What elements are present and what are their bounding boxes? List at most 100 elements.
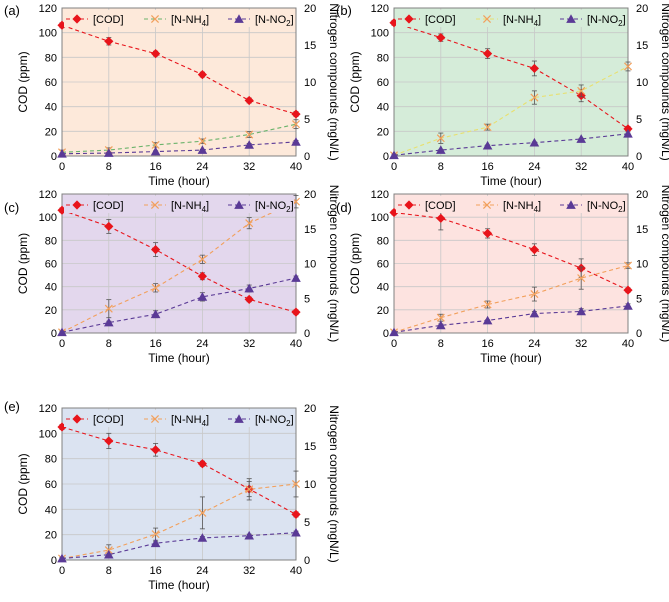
data-point-no2 xyxy=(576,306,586,316)
data-point-no2 xyxy=(150,538,161,548)
data-point-cod xyxy=(151,49,161,59)
y-left-tick-label: 20 xyxy=(45,530,57,542)
y-right-tick-label: 20 xyxy=(636,3,648,15)
series-line-cod xyxy=(393,211,629,291)
series-line-nh4 xyxy=(61,201,297,333)
legend-marker-no2 xyxy=(234,414,244,423)
y-right-tick-label: 15 xyxy=(636,40,648,52)
data-point-no2 xyxy=(482,140,493,150)
x-tick-label: 40 xyxy=(622,161,634,173)
y-left-tick-label: 20 xyxy=(377,126,389,138)
legend-label-prefix: [N-NO xyxy=(587,200,619,212)
legend-label-subscript: 4 xyxy=(534,19,539,28)
x-tick-label: 32 xyxy=(243,338,255,350)
data-point-no2 xyxy=(291,137,301,146)
data-point-nh4 xyxy=(530,93,539,102)
series-line-no2 xyxy=(61,277,297,333)
x-tick-label: 0 xyxy=(59,565,65,577)
data-point-no2 xyxy=(197,292,208,301)
legend-label-nh4: [N-NH4] xyxy=(171,414,209,428)
series-line-cod xyxy=(61,24,297,115)
y-left-tick-label: 20 xyxy=(377,305,389,317)
y-left-tick-label: 0 xyxy=(51,328,57,340)
data-point-nh4-stroke-b xyxy=(151,283,160,292)
x-tick-label: 0 xyxy=(391,161,397,173)
y-right-tick-label: 15 xyxy=(636,224,648,236)
data-point-cod xyxy=(197,459,207,469)
legend-marker-no2 xyxy=(566,14,576,23)
legend-label-subscript: 2 xyxy=(286,19,291,28)
x-tick-label: 40 xyxy=(290,161,302,173)
legend-label-suffix: ] xyxy=(623,200,626,212)
legend-label-subscript: 4 xyxy=(202,419,207,428)
panel-label: (e) xyxy=(4,399,20,414)
data-point-nh4 xyxy=(577,274,586,283)
data-point-nh4 xyxy=(198,137,207,146)
y-right-tick-label: 10 xyxy=(636,77,648,89)
x-tick-label: 16 xyxy=(481,161,493,173)
data-point-no2 xyxy=(197,145,208,154)
legend-label-nh4: [N-NH4] xyxy=(503,200,541,214)
data-point-no2 xyxy=(57,148,67,158)
legend-label-subscript: 2 xyxy=(286,205,291,214)
y-right-tick-label: 0 xyxy=(636,328,642,340)
y-right-tick-label: 10 xyxy=(304,77,316,89)
data-point-cod xyxy=(197,271,207,281)
data-point-no2 xyxy=(57,327,67,337)
data-point-nh4-stroke-b xyxy=(291,479,301,489)
legend-label-prefix: [N-NH xyxy=(503,200,534,212)
data-point-no2 xyxy=(104,549,114,559)
y-right-tick-label: 10 xyxy=(304,479,316,491)
series-line-no2 xyxy=(393,305,629,333)
data-point-nh4 xyxy=(104,304,113,313)
y-left-tick-label: 120 xyxy=(39,403,57,415)
legend-label-nh4: [N-NH4] xyxy=(171,14,209,28)
x-tick-label: 16 xyxy=(149,338,161,350)
legend-label-no2: [N-NO2] xyxy=(255,414,294,428)
legend-marker-nh4 xyxy=(150,200,160,210)
data-point-nh4-stroke-b xyxy=(198,137,207,146)
plot-frame xyxy=(393,7,629,157)
data-point-no2 xyxy=(436,145,446,154)
y-left-tick-label: 120 xyxy=(39,189,57,201)
legend-label-subscript: 4 xyxy=(202,205,207,214)
y-left-tick-label: 0 xyxy=(383,151,389,163)
x-axis-title: Time (hour) xyxy=(480,351,542,365)
panel-label: (c) xyxy=(4,200,19,215)
legend-label-prefix: [N-NH xyxy=(503,14,534,26)
data-point-nh4 xyxy=(151,530,160,539)
y-left-tick-label: 120 xyxy=(371,3,389,15)
y-left-tick-label: 40 xyxy=(377,102,389,114)
data-point-cod xyxy=(104,36,114,46)
y-right-axis-title: Nitrogen compounds (mgN/L) xyxy=(659,3,669,160)
data-point-nh4-stroke-b xyxy=(623,261,633,270)
x-axis-title: Time (hour) xyxy=(480,174,542,188)
data-point-nh4-stroke-b xyxy=(245,219,254,228)
x-tick-label: 0 xyxy=(59,338,65,350)
data-point-nh4 xyxy=(151,283,160,292)
data-point-cod xyxy=(244,294,254,305)
data-point-no2 xyxy=(150,309,161,319)
data-point-nh4-stroke-b xyxy=(198,508,207,517)
data-point-cod xyxy=(291,307,301,317)
y-right-tick-label: 15 xyxy=(304,224,316,236)
y-left-tick-label: 60 xyxy=(377,77,389,89)
data-point-nh4-stroke-b xyxy=(198,255,207,264)
y-left-tick-label: 60 xyxy=(45,259,57,271)
y-left-tick-label: 80 xyxy=(45,454,57,466)
data-point-no2 xyxy=(150,146,161,156)
data-point-nh4-stroke-b xyxy=(436,313,445,322)
data-point-nh4-stroke-b xyxy=(483,123,492,132)
y-left-axis-title: COD (ppm) xyxy=(16,51,30,112)
legend-label-cod: [COD] xyxy=(93,14,124,26)
x-tick-label: 24 xyxy=(528,338,540,350)
legend-label-no2: [N-NO2] xyxy=(587,200,626,214)
legend-label-nh4: [N-NH4] xyxy=(171,200,209,214)
legend-marker-nh4-stroke-b xyxy=(150,414,160,424)
data-point-no2 xyxy=(57,553,67,563)
legend-marker-nh4-stroke-b xyxy=(482,14,492,24)
legend-label-cod: [COD] xyxy=(93,200,124,212)
data-point-no2 xyxy=(623,301,633,310)
data-point-nh4-stroke-b xyxy=(483,300,492,309)
legend-label-suffix: ] xyxy=(291,200,294,212)
